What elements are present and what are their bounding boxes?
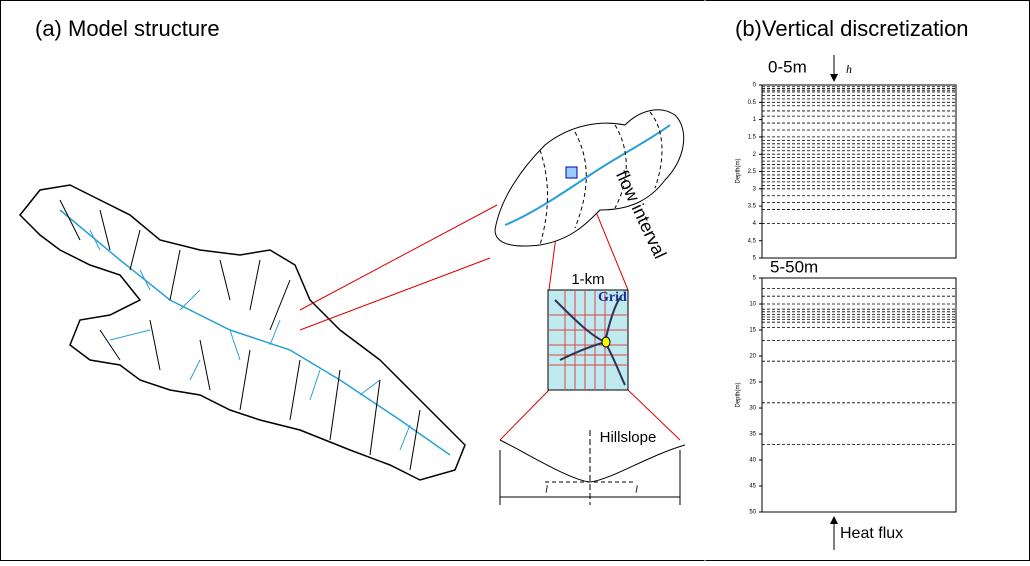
hillslope-label: Hillslope: [600, 429, 657, 446]
length-label: l: [545, 484, 548, 496]
y-tick-label: 35: [749, 432, 756, 438]
y-tick-label: 45: [749, 484, 756, 490]
panel-frame: [762, 278, 956, 512]
figure: (a) Model structure (b)Vertical discreti…: [0, 0, 1030, 561]
top-panel-label: 0-5m: [768, 57, 807, 76]
bottom-label: Heat flux: [840, 525, 903, 542]
y-tick-label: 15: [749, 328, 756, 334]
axis-label: Depth(m): [736, 382, 742, 407]
title-a: (a) Model structure: [35, 16, 220, 41]
title-b: (b)Vertical discretization: [735, 16, 969, 41]
y-tick-label: 4.5: [748, 238, 757, 244]
y-tick-label: 40: [749, 458, 756, 464]
grid-label: Grid: [598, 290, 627, 305]
y-tick-label: 0.5: [748, 100, 757, 106]
y-tick-label: 1.5: [748, 134, 757, 140]
y-tick-label: 25: [749, 380, 756, 386]
grid-size: 1-km: [571, 271, 604, 288]
y-tick-label: 50: [749, 510, 756, 516]
length-label: l: [635, 484, 638, 496]
axis-label: Depth(m): [736, 158, 742, 183]
y-tick-label: 3.5: [748, 204, 757, 210]
arrow-label: h: [846, 62, 852, 76]
y-tick-label: 30: [749, 406, 756, 412]
y-tick-label: 10: [749, 302, 756, 308]
bottom-panel-label: 5-50m: [770, 257, 818, 276]
y-tick-label: 2.5: [748, 169, 757, 175]
y-tick-label: 20: [749, 354, 756, 360]
